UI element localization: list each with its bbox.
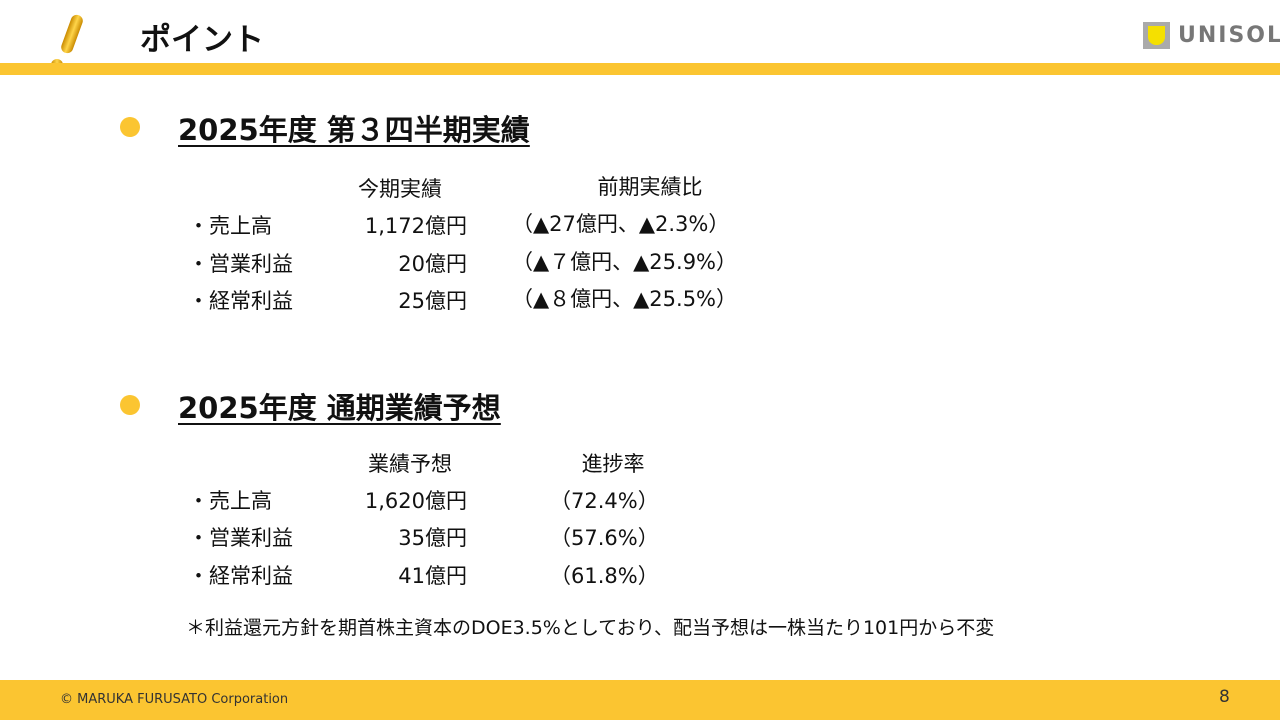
logo-mark-icon (1143, 22, 1170, 49)
section2-heading: 2025年度 通期業績予想 (178, 391, 501, 425)
row-value: 35億円 (398, 526, 467, 550)
row-compare: （▲７億円、▲25.9%） (512, 250, 738, 274)
row-value: 1,620億円 (364, 489, 467, 513)
dividend-note: ＊利益還元方針を期首株主資本のDOE3.5%としており、配当予想は一株当たり10… (186, 617, 995, 639)
col-header: 進捗率 (581, 452, 645, 476)
copyright: © MARUKA FURUSATO Corporation (60, 692, 289, 707)
page-title: ポイント (140, 22, 264, 58)
section1-heading: 2025年度 第３四半期実績 (178, 113, 530, 147)
row-label: ・経常利益 (188, 564, 293, 588)
page-number: 8 (1219, 687, 1230, 707)
row-label: ・売上高 (188, 214, 272, 238)
row-value: 25億円 (398, 289, 467, 313)
row-compare: （57.6%） (550, 526, 659, 550)
row-label: ・営業利益 (188, 526, 293, 550)
row-value: 41億円 (398, 564, 467, 588)
footer-bar (0, 680, 1280, 720)
row-label: ・経常利益 (188, 289, 293, 313)
unisol-logo: UNISOL (1143, 22, 1280, 49)
row-compare: （61.8%） (550, 564, 659, 588)
row-compare: （▲27億円、▲2.3%） (512, 212, 730, 236)
row-value: 20億円 (398, 252, 467, 276)
bullet-icon (120, 395, 140, 415)
row-value: 1,172億円 (364, 214, 467, 238)
row-label: ・営業利益 (188, 252, 293, 276)
col-header: 今期実績 (358, 177, 442, 201)
header-bar (0, 63, 1280, 75)
col-header: 業績予想 (368, 452, 452, 476)
row-compare: （▲８億円、▲25.5%） (512, 287, 738, 311)
row-label: ・売上高 (188, 489, 272, 513)
col-header: 前期実績比 (597, 175, 703, 199)
bullet-icon (120, 117, 140, 137)
row-compare: （72.4%） (550, 489, 659, 513)
